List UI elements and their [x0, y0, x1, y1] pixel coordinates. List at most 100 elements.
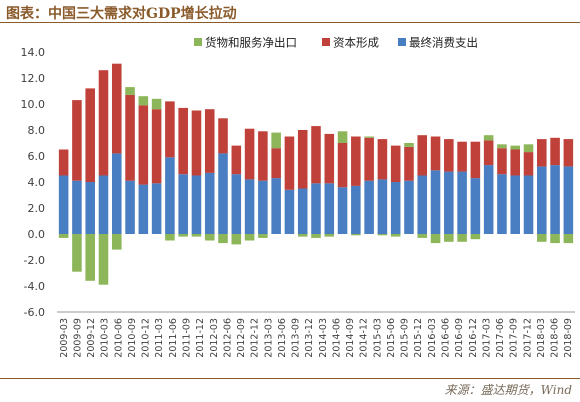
bar-net_exports: [297, 234, 308, 237]
x-tick-label: 2017-06: [495, 318, 506, 358]
bar-net_exports: [444, 234, 454, 242]
x-tick-label: 2010-09: [127, 318, 138, 358]
bar-capital: [457, 141, 467, 172]
bar-consumption: [204, 172, 215, 234]
x-tick-label: 2013-12: [304, 318, 315, 358]
bar-capital: [337, 143, 348, 188]
bar-consumption: [351, 185, 361, 234]
bar-consumption: [98, 175, 109, 234]
bar-net_exports: [191, 234, 202, 237]
bar-capital: [550, 137, 560, 166]
bar-net_exports: [165, 234, 175, 241]
bar-capital: [563, 139, 574, 167]
y-tick-label: 8.0: [28, 124, 46, 137]
bar-consumption: [297, 188, 308, 234]
bar-capital: [204, 109, 215, 173]
bar-net_exports: [337, 131, 348, 143]
y-tick-label: -4.0: [24, 280, 45, 293]
bar-net_exports: [231, 234, 242, 245]
y-tick-label: 10.0: [21, 98, 46, 111]
bar-net_exports: [271, 132, 281, 149]
x-tick-label: 2016-12: [468, 318, 479, 358]
bar-net_exports: [85, 234, 95, 281]
bar-net_exports: [404, 143, 414, 147]
bar-capital: [297, 130, 308, 189]
bar-consumption: [324, 183, 335, 234]
x-tick-label: 2014-03: [318, 318, 329, 358]
bar-net_exports: [377, 234, 388, 236]
stacked-bar-chart: 货物和服务净出口 资本形成 最终消费支出 14.0 12.0 10.0 8.0 6.0 4.0…: [21, 36, 575, 358]
x-tick-label: 2016-06: [441, 318, 452, 358]
x-tick-label: 2011-09: [182, 318, 193, 358]
bar-net_exports: [390, 234, 401, 237]
bar-capital: [191, 110, 202, 176]
x-tick-label: 2016-03: [427, 318, 438, 358]
legend-swatch-capital: [322, 38, 330, 46]
bar-capital: [390, 145, 401, 182]
bar-capital: [125, 94, 135, 181]
chart-title: 图表：中国三大需求对GDP增长拉动: [6, 6, 237, 22]
x-tick-label: 2018-03: [536, 318, 547, 358]
x-tick-label: 2010-12: [141, 318, 152, 358]
y-tick-label: 0.0: [28, 228, 46, 241]
bar-consumption: [258, 180, 268, 234]
bar-net_exports: [111, 234, 122, 250]
bar-consumption: [470, 178, 481, 234]
x-tick-label: 2011-12: [195, 318, 206, 358]
bar-capital: [98, 70, 109, 176]
bar-net_exports: [258, 234, 268, 238]
bar-net_exports: [178, 234, 188, 237]
bar-consumption: [85, 182, 95, 234]
x-tick-label: 2012-09: [236, 318, 247, 358]
x-tick-label: 2009-12: [86, 318, 97, 358]
x-tick-label: 2009-09: [72, 318, 83, 358]
bar-net_exports: [457, 234, 467, 242]
y-tick-label: 14.0: [21, 46, 46, 59]
bar-net_exports: [550, 234, 560, 244]
bar-consumption: [191, 175, 202, 234]
bar-consumption: [483, 165, 494, 234]
bar-consumption: [72, 180, 82, 234]
legend-label-net_exports: 货物和服务净出口: [205, 36, 297, 50]
bar-capital: [311, 126, 321, 184]
x-axis: 2009-03 2009-09 2009-12 2010-03 2010-06 2010-…: [57, 311, 575, 358]
x-tick-label: 2013-09: [291, 318, 302, 358]
bar-capital: [444, 139, 454, 172]
bar-capital: [404, 146, 414, 181]
x-tick-label: 2014-12: [359, 318, 370, 358]
bar-net_exports: [204, 234, 215, 241]
bar-capital: [510, 149, 521, 176]
legend-label-consumption: 最终消费支出: [409, 36, 478, 50]
bar-net_exports: [497, 144, 507, 149]
bar-capital: [364, 137, 374, 181]
x-tick-label: 2011-06: [168, 318, 179, 358]
y-tick-label: 6.0: [28, 150, 46, 163]
bar-capital: [165, 101, 175, 158]
legend-swatch-consumption: [398, 38, 406, 46]
bar-capital: [85, 88, 95, 182]
bar-consumption: [58, 175, 69, 234]
bar-consumption: [178, 174, 188, 234]
bar-net_exports: [523, 144, 534, 153]
bar-net_exports: [324, 234, 335, 237]
bar-capital: [178, 107, 188, 175]
bar-net_exports: [563, 234, 574, 244]
bar-net_exports: [537, 234, 547, 242]
x-tick-label: 2013-06: [277, 318, 288, 358]
x-tick-label: 2017-12: [522, 318, 533, 358]
x-tick-label: 2014-09: [345, 318, 356, 358]
bars: [58, 63, 574, 285]
bar-consumption: [231, 174, 242, 234]
bar-consumption: [537, 166, 547, 234]
bar-capital: [111, 63, 122, 154]
x-tick-label: 2018-06: [550, 318, 561, 358]
legend-swatch-net_exports: [194, 38, 202, 46]
bar-consumption: [165, 157, 175, 234]
bar-net_exports: [151, 98, 162, 110]
bar-consumption: [510, 175, 521, 234]
bar-consumption: [497, 174, 507, 234]
bar-consumption: [284, 189, 295, 234]
x-tick-label: 2012-12: [250, 318, 261, 358]
x-tick-label: 2013-03: [263, 318, 274, 358]
bar-capital: [470, 141, 481, 179]
